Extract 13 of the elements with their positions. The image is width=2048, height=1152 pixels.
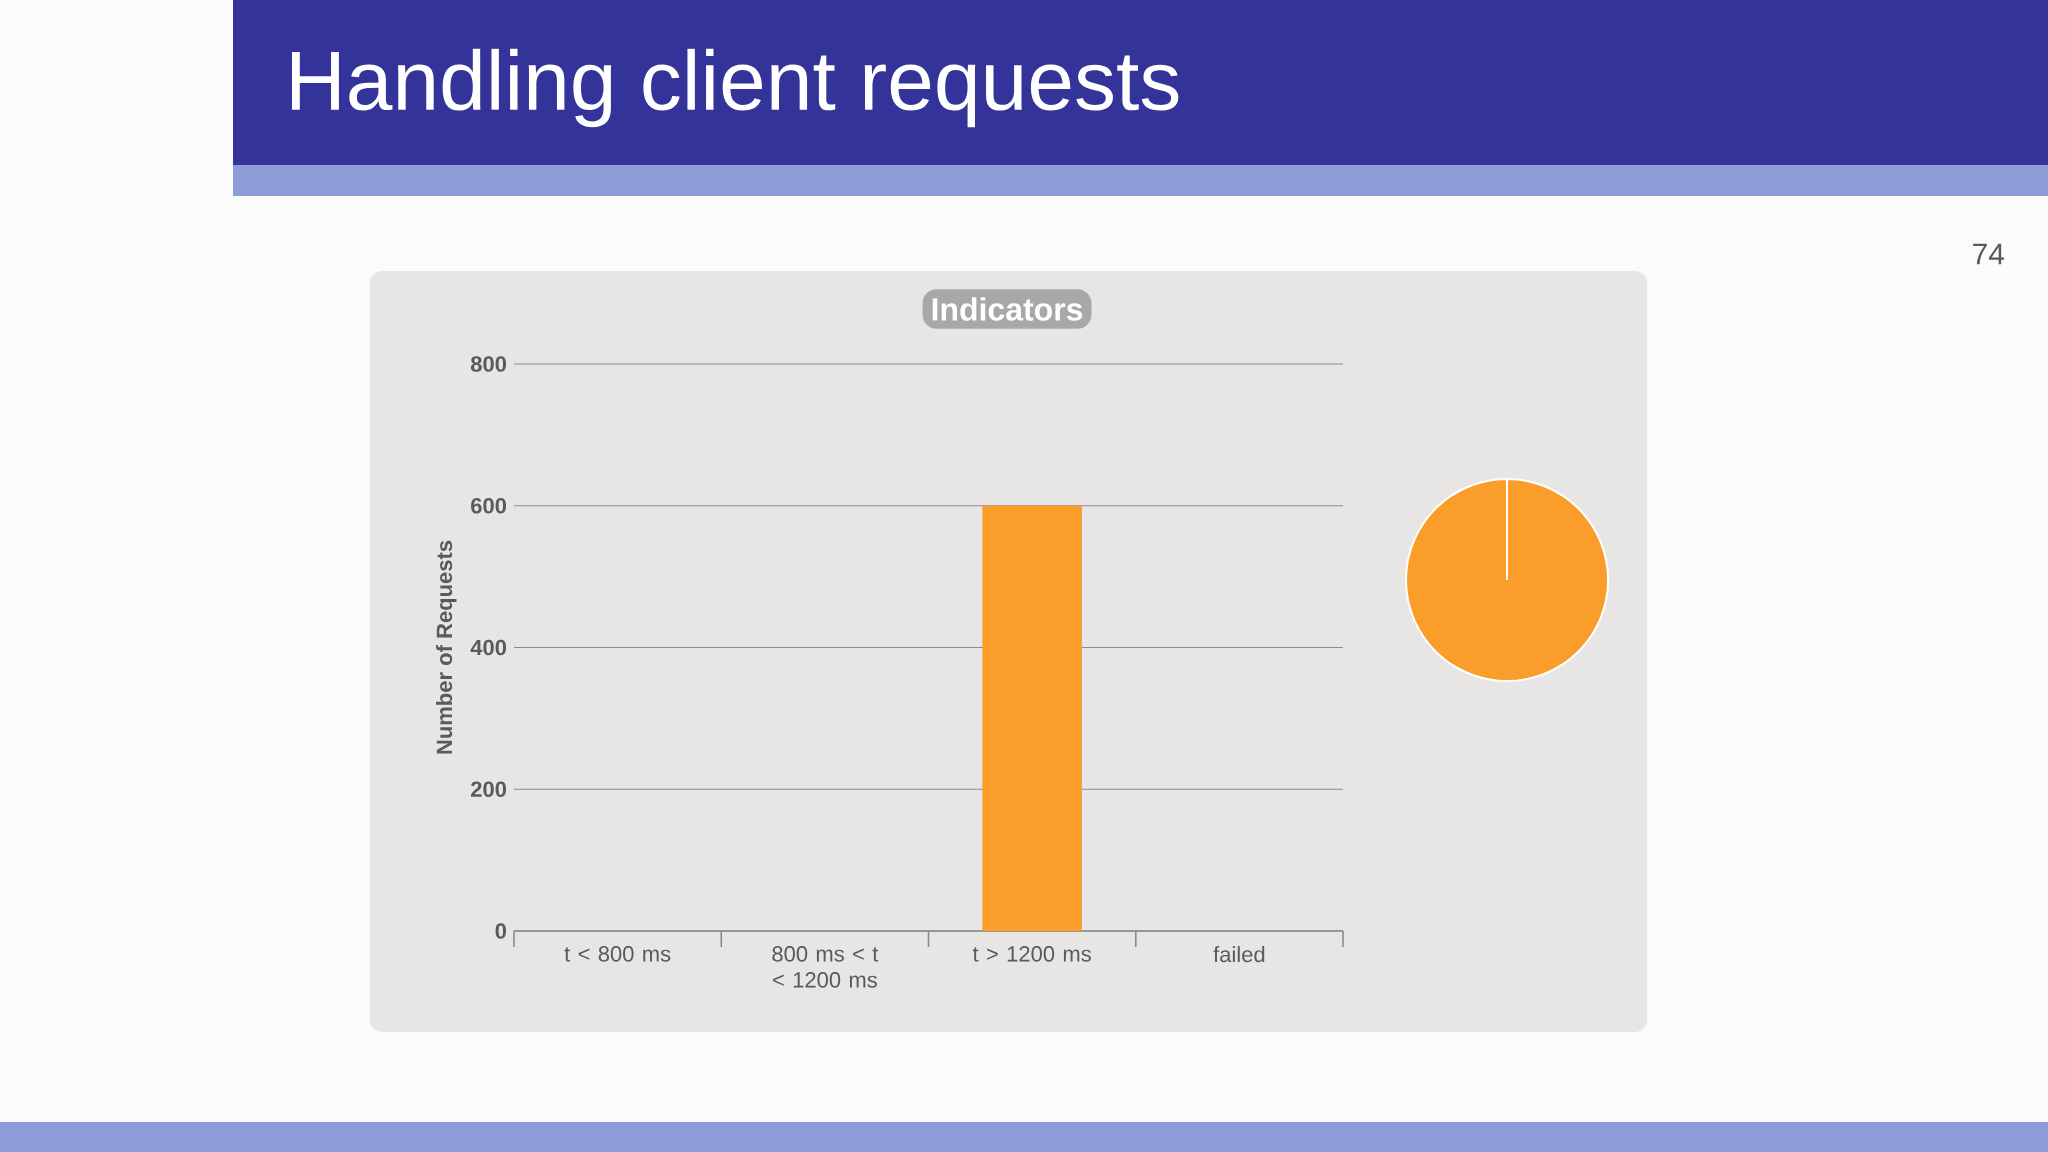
x-tick-label: failed xyxy=(1213,946,1265,963)
y-tick-label: 200 xyxy=(470,781,507,798)
y-axis-title: Number of Requests xyxy=(436,540,457,754)
y-tick-label: 400 xyxy=(470,639,507,656)
x-tick-label: t < 800 ms xyxy=(564,946,671,962)
chart-subtitle: Indicators xyxy=(932,297,1083,321)
chart-title: Handling client requests xyxy=(291,48,1179,128)
text: 74 xyxy=(1973,243,2005,265)
y-tick-label: 0 xyxy=(495,923,507,939)
y-tick-label: 800 xyxy=(470,356,507,372)
x-tick-label: t > 1200 ms xyxy=(972,946,1091,962)
x-tick-label: 800 ms < t < 1200 ms xyxy=(772,946,879,988)
y-tick-label: 600 xyxy=(471,497,507,514)
